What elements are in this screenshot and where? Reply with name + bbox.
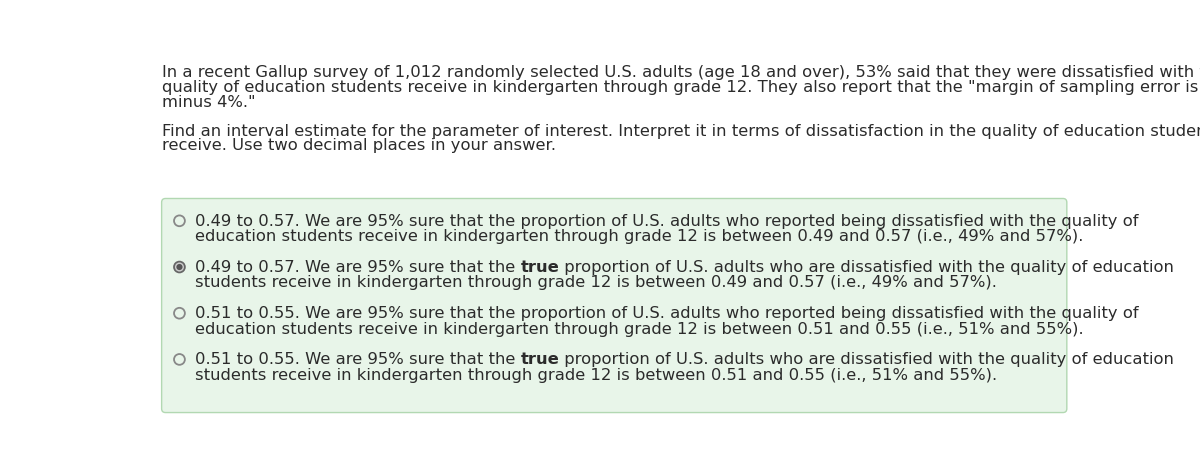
Text: proportion of U.S. adults who are dissatisfied with the quality of education: proportion of U.S. adults who are dissat… [559, 353, 1175, 368]
Text: true: true [521, 260, 559, 275]
FancyBboxPatch shape [162, 198, 1067, 412]
Text: education students receive in kindergarten through grade 12 is between 0.51 and : education students receive in kindergart… [194, 322, 1084, 337]
Text: 0.49 to 0.57. We are 95% sure that the: 0.49 to 0.57. We are 95% sure that the [194, 260, 521, 275]
Text: education students receive in kindergarten through grade 12 is between 0.49 and : education students receive in kindergart… [194, 229, 1084, 244]
Circle shape [176, 264, 182, 270]
Text: 0.51 to 0.55. We are 95% sure that the proportion of U.S. adults who reported be: 0.51 to 0.55. We are 95% sure that the p… [194, 306, 1139, 321]
Circle shape [175, 262, 184, 272]
Text: In a recent Gallup survey of 1,012 randomly selected U.S. adults (age 18 and ove: In a recent Gallup survey of 1,012 rando… [162, 65, 1200, 80]
Text: Find an interval estimate for the parameter of interest. Interpret it in terms o: Find an interval estimate for the parame… [162, 124, 1200, 139]
Text: students receive in kindergarten through grade 12 is between 0.51 and 0.55 (i.e.: students receive in kindergarten through… [194, 368, 997, 383]
Text: 0.51 to 0.55. We are 95% sure that the: 0.51 to 0.55. We are 95% sure that the [194, 353, 521, 368]
Text: true: true [521, 353, 559, 368]
Text: proportion of U.S. adults who are dissatisfied with the quality of education: proportion of U.S. adults who are dissat… [559, 260, 1174, 275]
Text: students receive in kindergarten through grade 12 is between 0.49 and 0.57 (i.e.: students receive in kindergarten through… [194, 276, 997, 290]
Text: minus 4%.": minus 4%." [162, 94, 256, 110]
Text: 0.49 to 0.57. We are 95% sure that the proportion of U.S. adults who reported be: 0.49 to 0.57. We are 95% sure that the p… [194, 214, 1139, 229]
Text: receive. Use two decimal places in your answer.: receive. Use two decimal places in your … [162, 138, 557, 154]
Text: quality of education students receive in kindergarten through grade 12. They als: quality of education students receive in… [162, 80, 1200, 95]
